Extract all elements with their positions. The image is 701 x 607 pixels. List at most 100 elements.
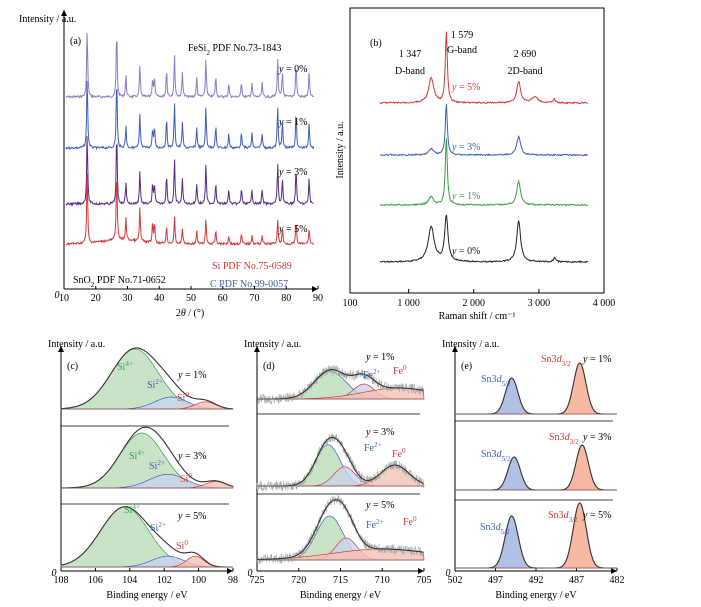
panel-b-series-label-part: y <box>451 82 457 93</box>
panel-a-xlabel: 2θ / (°) <box>176 308 204 319</box>
panel-a-series-label: y = 5% <box>278 224 307 235</box>
panel-d-series-label: y = 1% <box>365 352 394 363</box>
panel-c-component-peak <box>60 432 233 489</box>
panel-c-xtick-label-part: 102 <box>157 575 172 586</box>
panel-b-xtick-label: 2 000 <box>462 298 485 309</box>
panel-a-sno2-label-part: PDF No.71-0652 <box>94 275 165 286</box>
panel-d-peak-label: Fe2+ <box>363 368 381 381</box>
panel-a-si-label: Si PDF No.75-0589 <box>212 261 292 272</box>
panel-b-ylabel-part: Intensity / a.u. <box>335 121 346 178</box>
panel-c-peak-label: Si0 <box>176 539 188 552</box>
panel-a-series-line <box>65 136 314 207</box>
panel-c-letter-part: (c) <box>67 361 78 372</box>
panel-e-peak-label-part: d <box>497 374 503 385</box>
panel-b-series-label-part: = 5% <box>456 82 480 93</box>
panel-e-xtick-label: 497 <box>488 575 503 586</box>
panel-e-peak-label-part: d <box>497 449 503 460</box>
panel-a-xtick-label-part: 50 <box>186 293 196 304</box>
panel-e-peak-label-part: Sn3 <box>541 354 557 365</box>
panel-a-fesi2-label-part: PDF No.73-1843 <box>210 43 281 54</box>
panel-e-xtick-label-part: 502 <box>448 575 463 586</box>
panel-a-sno2-label-part: 2 <box>91 281 95 289</box>
panel-b-series-label-part: = 0% <box>456 246 480 257</box>
panel-e-peak-label-part: 5/2 <box>502 455 512 463</box>
panel-d-peak-label-part: 0 <box>403 364 407 372</box>
panel-d-xtick-label: 720 <box>291 575 306 586</box>
panel-e-x-arrow <box>611 568 617 574</box>
panel-d-zero-part: 0 <box>248 568 253 579</box>
panel-a-series-line <box>65 32 315 99</box>
panel-c-peak-label-part: Si <box>176 541 185 552</box>
panel-e-xtick-label-part: 482 <box>610 575 625 586</box>
panel-c-peak-label-part: 0 <box>185 391 189 399</box>
panel-c-series-label-part: y <box>177 370 183 381</box>
panel-d-xtick-label-part: 720 <box>291 575 306 586</box>
panel-e-xlabel: Binding energy / eV <box>495 590 577 601</box>
panel-c-peak-label-part: 4+ <box>132 503 140 511</box>
panel-c-xlabel-part: Binding energy / eV <box>106 590 188 601</box>
panel-c-peak-label-part: Si <box>124 505 133 516</box>
panel-e-series-label-part: y <box>582 510 588 521</box>
panel-a-series-label: y = 1% <box>278 117 307 128</box>
panel-a-zero: 0 <box>55 290 60 301</box>
panel-b-series-label: y = 5% <box>451 82 480 93</box>
panel-b-xtick-label: 1 000 <box>397 298 420 309</box>
panel-d-peak-label-part: 2+ <box>376 518 384 526</box>
panel-d-series-label-part: = 1% <box>370 352 394 363</box>
panel-a-xlabel-part: / (°) <box>186 308 204 319</box>
panel-c-series-label: y = 1% <box>177 370 206 381</box>
panel-b-xtick-label-part: 2 000 <box>462 298 485 309</box>
panel-a-series-label-part: = 3% <box>283 167 307 178</box>
panel-c-peak-label: Si2+ <box>149 459 165 472</box>
panel-d-xtick-label-part: 705 <box>417 575 432 586</box>
panel-b-series-label: y = 0% <box>451 246 480 257</box>
panel-b-xtick-label-part: 1 000 <box>397 298 420 309</box>
panel-c-x-arrow <box>227 568 233 574</box>
panel-e-peak-label: Sn3d5/2 <box>481 449 511 463</box>
panel-c-series-label: y = 3% <box>177 451 206 462</box>
panel-a-sno2-label: SnO2 PDF No.71-0652 <box>73 275 166 289</box>
panel-c-series-label-part: y <box>177 451 183 462</box>
panel-b-xtick-label: 4 000 <box>593 298 616 309</box>
panel-a-xlabel-part: 2 <box>176 308 181 319</box>
panel-a-series-label-part: = 0% <box>283 64 307 75</box>
panel-c-peak-label-part: Si <box>150 523 159 534</box>
panel-b-ylabel: Intensity / a.u. <box>335 121 346 178</box>
panel-b-series-line <box>379 138 588 207</box>
panel-a-fesi2-label-part: 2 <box>206 49 210 57</box>
panel-d-xlabel-part: Binding energy / eV <box>300 590 382 601</box>
panel-c-peak-label-part: Si <box>129 451 138 462</box>
panel-c-xtick-label: 100 <box>191 575 206 586</box>
panel-b-letter-part: (b) <box>370 38 382 49</box>
panel-e-series-label-part: y <box>582 432 588 443</box>
panel-d-peak-label-part: Fe <box>366 520 377 531</box>
panel-c-fit-envelope <box>61 347 233 410</box>
panel-b-band-name: D-band <box>395 66 425 77</box>
panel-e-component-peak <box>455 444 617 491</box>
panel-b-band-name: G-band <box>447 45 477 56</box>
panel-a-series-label-part: = 5% <box>283 224 307 235</box>
panel-b-xtick-label: 3 000 <box>528 298 551 309</box>
panel-d-xtick-label-part: 710 <box>375 575 390 586</box>
panel-c-peak-label-part: 2+ <box>155 378 163 386</box>
panel-c-xtick-label-part: 106 <box>88 575 103 586</box>
panel-e-xtick-label-part: 492 <box>529 575 544 586</box>
panel-c-xtick-label: 102 <box>157 575 172 586</box>
panel-e-letter: (e) <box>461 361 472 372</box>
panel-c-series-label-part: = 3% <box>182 451 206 462</box>
panel-a-xtick-label: 50 <box>186 293 196 304</box>
panel-c-peak-label-part: 0 <box>188 472 192 480</box>
panel-a-c-label-part: C PDF No.99-0057 <box>210 279 288 290</box>
panel-c-peak-label-part: Si <box>147 380 156 391</box>
panel-e-ylabel: Intensity / a.u. <box>442 339 499 350</box>
panel-c-peak-label: Si2+ <box>150 521 166 534</box>
panel-c-xtick-label: 108 <box>54 575 69 586</box>
panel-a-series-label: y = 3% <box>278 167 307 178</box>
panel-d-peak-label: Fe0 <box>393 364 407 377</box>
panel-a-fesi2-label: FeSi2 PDF No.73-1843 <box>188 43 281 57</box>
panel-a-xtick-label: 20 <box>91 293 101 304</box>
panel-d-xtick-label: 705 <box>417 575 432 586</box>
panel-d-xtick-label-part: 715 <box>333 575 348 586</box>
panel-c-peak-label-part: Si <box>180 474 189 485</box>
panel-b-series-line <box>379 214 588 264</box>
